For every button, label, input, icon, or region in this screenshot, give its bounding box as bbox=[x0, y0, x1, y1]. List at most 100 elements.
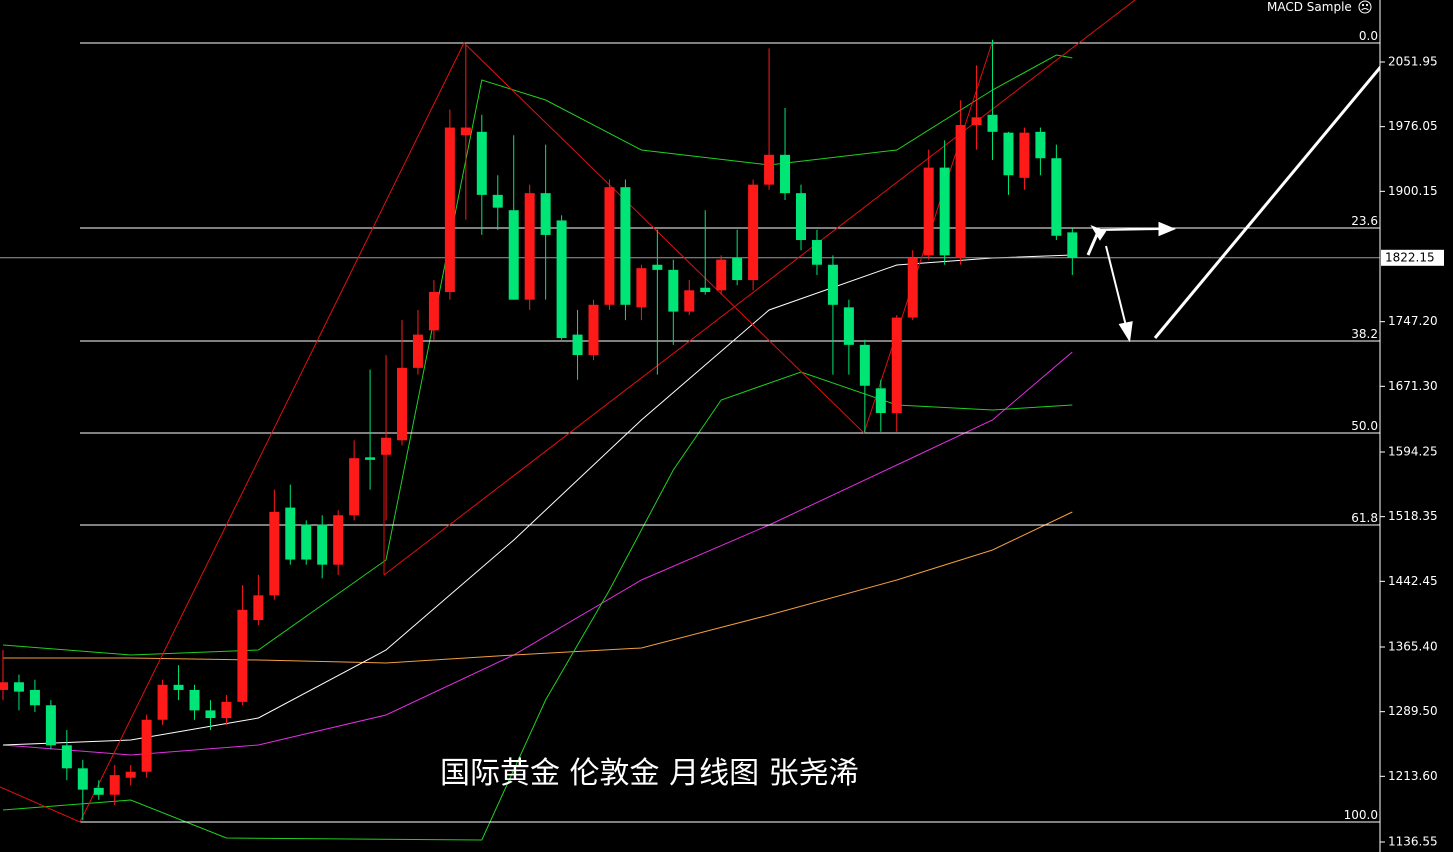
candle-body bbox=[221, 701, 232, 719]
candle-body bbox=[381, 437, 392, 455]
indicator-line bbox=[2, 371, 1073, 841]
candle-body bbox=[141, 719, 152, 772]
arrow-head bbox=[1118, 321, 1133, 343]
candle-body bbox=[412, 334, 423, 368]
candle-body bbox=[349, 458, 360, 516]
fib-label: 100.0 bbox=[1344, 808, 1378, 822]
candle-body bbox=[684, 290, 695, 312]
candle-body bbox=[189, 689, 200, 711]
fib-label: 61.8 bbox=[1351, 511, 1378, 525]
candle-body bbox=[157, 684, 168, 720]
arrow bbox=[1153, 45, 1400, 339]
candle-body bbox=[109, 775, 120, 795]
y-tick-label: 1671.30 bbox=[1388, 379, 1438, 393]
candle-body bbox=[45, 705, 56, 746]
candle-body bbox=[237, 609, 248, 702]
y-tick-label: 1442.45 bbox=[1388, 574, 1438, 588]
overlay-layer bbox=[2, 54, 1073, 841]
candle-body bbox=[285, 507, 296, 560]
y-tick-label: 2051.95 bbox=[1388, 54, 1438, 68]
candle-body bbox=[955, 125, 966, 258]
candle-body bbox=[971, 117, 982, 126]
y-tick-label: 1136.55 bbox=[1388, 834, 1438, 848]
candle-body bbox=[1067, 232, 1078, 258]
indicator-icon bbox=[1358, 0, 1372, 14]
candle-body bbox=[1035, 131, 1046, 159]
y-tick-label: 1900.15 bbox=[1388, 184, 1438, 198]
candle-body bbox=[0, 682, 8, 690]
fib-label: 50.0 bbox=[1351, 419, 1378, 433]
candle-body bbox=[811, 240, 822, 265]
candle-body bbox=[460, 127, 471, 136]
candle-body bbox=[476, 131, 487, 195]
arrow bbox=[1099, 228, 1163, 231]
candle-body bbox=[716, 259, 727, 291]
axis-layer: 2051.95 1976.05 1900.15 1747.20 1671.30 1594.… bbox=[1380, 54, 1444, 848]
candle-body bbox=[61, 745, 72, 769]
candle-body bbox=[1019, 132, 1030, 178]
candle-body bbox=[987, 114, 998, 132]
candle-body bbox=[572, 334, 583, 356]
candle-body bbox=[700, 287, 711, 293]
candle-body bbox=[444, 127, 455, 293]
arrow bbox=[1105, 245, 1127, 327]
candle-body bbox=[748, 184, 759, 281]
candles-layer bbox=[0, 39, 1078, 821]
current-price-label: 1822.15 bbox=[1385, 250, 1435, 264]
y-tick-label: 1518.35 bbox=[1388, 509, 1438, 523]
candle-body bbox=[13, 682, 24, 692]
candle-body bbox=[636, 268, 647, 308]
trend-line bbox=[383, 0, 1136, 576]
candle-body bbox=[173, 684, 184, 690]
y-tick-label: 1213.60 bbox=[1388, 769, 1438, 783]
candle-body bbox=[780, 154, 791, 194]
candle-body bbox=[796, 193, 806, 241]
candle-body bbox=[1003, 132, 1014, 176]
drawings bbox=[0, 0, 1136, 823]
candle-body bbox=[333, 515, 344, 565]
candle-body bbox=[492, 194, 503, 208]
indicator-label: MACD Sample bbox=[1267, 0, 1352, 14]
candle-body bbox=[843, 307, 854, 345]
fib-layer: 0.0 23.6 38.2 50.0 61.8 100.0 bbox=[0, 29, 1380, 823]
candle-body bbox=[620, 187, 631, 305]
candle-body bbox=[29, 689, 40, 706]
candle-body bbox=[1051, 158, 1062, 236]
candle-body bbox=[827, 264, 838, 305]
candle-body bbox=[891, 317, 902, 414]
indicator-line bbox=[2, 54, 1073, 656]
candle-body bbox=[317, 524, 328, 565]
y-tick-label: 1289.50 bbox=[1388, 704, 1438, 718]
y-tick-label: 1747.20 bbox=[1388, 314, 1438, 328]
candle-body bbox=[253, 595, 264, 621]
candle-body bbox=[397, 367, 407, 441]
candle-body bbox=[588, 304, 599, 356]
candle-body bbox=[428, 292, 439, 331]
fib-label: 23.6 bbox=[1351, 214, 1378, 228]
candle-body bbox=[875, 388, 886, 414]
candle-body bbox=[93, 787, 104, 795]
arrow-head bbox=[1090, 224, 1107, 241]
candle-body bbox=[77, 768, 88, 790]
candle-body bbox=[652, 264, 663, 270]
candle-body bbox=[923, 167, 934, 256]
candle-body bbox=[556, 220, 567, 339]
indicator-line bbox=[3, 511, 1073, 664]
current-price-box bbox=[1381, 249, 1444, 266]
candle-body bbox=[859, 344, 870, 386]
arrow bbox=[1086, 231, 1100, 256]
candle-body bbox=[540, 193, 551, 235]
price-axis bbox=[1380, 0, 1453, 852]
candle-body bbox=[301, 524, 312, 560]
arrow-head bbox=[1158, 221, 1176, 237]
y-tick-label: 1365.40 bbox=[1388, 639, 1438, 653]
candle-body bbox=[125, 771, 136, 778]
candle-body bbox=[524, 193, 535, 300]
y-tick-label: 1976.05 bbox=[1388, 119, 1438, 133]
candle-body bbox=[269, 511, 280, 596]
candle-body bbox=[732, 257, 743, 281]
candle-body bbox=[668, 269, 679, 312]
candle-body bbox=[764, 154, 775, 185]
